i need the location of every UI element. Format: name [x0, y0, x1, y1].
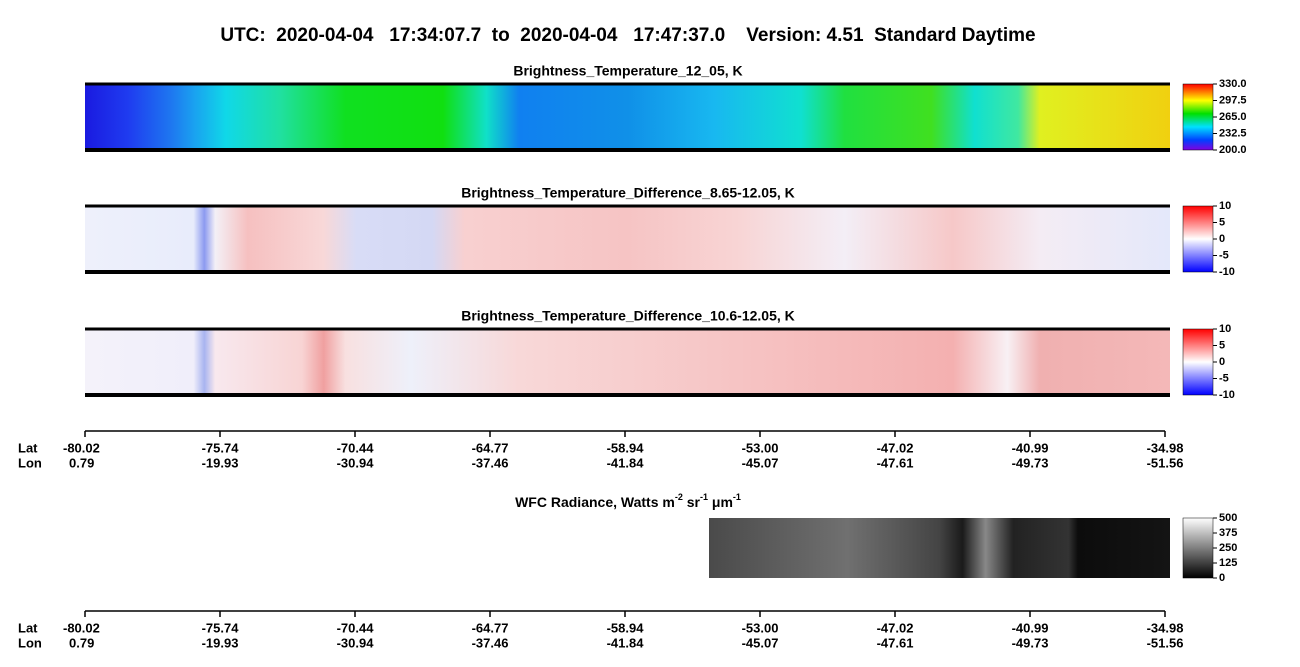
- wfc-title: WFC Radiance, Watts m-2 sr-1 μm-1: [515, 492, 741, 509]
- panel-title: Brightness_Temperature_Difference_10.6-1…: [461, 308, 795, 324]
- lon-tick-label: 0.79: [69, 635, 94, 650]
- lat-tick-label: -34.98: [1147, 620, 1184, 635]
- colorbar-label: 5: [1219, 339, 1225, 351]
- lon-tick-label: -41.84: [607, 455, 645, 470]
- colorbar: [1182, 83, 1214, 151]
- lat-tick-label: -47.02: [877, 620, 914, 635]
- lon-tick-label: -30.94: [337, 635, 375, 650]
- lon-tick-label: -37.46: [472, 455, 509, 470]
- lat-tick-label: -58.94: [607, 620, 645, 635]
- lat-tick-label: -64.77: [472, 440, 509, 455]
- lon-tick-label: -49.73: [1012, 455, 1049, 470]
- colorbar-label: 125: [1219, 557, 1237, 569]
- lon-tick-label: -30.94: [337, 455, 375, 470]
- lon-label: Lon: [18, 455, 42, 470]
- lon-tick-label: -37.46: [472, 635, 509, 650]
- wfc-title-superscript: -2: [675, 492, 683, 502]
- lon-tick-label: -47.61: [877, 635, 914, 650]
- wfc-title-text: μm: [708, 494, 733, 510]
- wfc-image: [709, 518, 1170, 578]
- lon-tick-label: -51.56: [1147, 455, 1184, 470]
- lon-tick-label: -19.93: [202, 635, 239, 650]
- lat-tick-label: -75.74: [202, 620, 240, 635]
- colorbar-label: 10: [1219, 200, 1231, 212]
- lat-label: Lat: [18, 620, 38, 635]
- wfc-title-text: WFC Radiance, Watts m: [515, 494, 675, 510]
- panel-image: [85, 84, 1170, 150]
- lon-tick-label: -49.73: [1012, 635, 1049, 650]
- lon-tick-label: -45.07: [742, 455, 779, 470]
- lat-tick-label: -40.99: [1012, 620, 1049, 635]
- colorbar-label: 0: [1219, 572, 1225, 584]
- figure-title: UTC: 2020-04-04 17:34:07.7 to 2020-04-04…: [220, 25, 1035, 46]
- lat-tick-label: -53.00: [742, 620, 779, 635]
- lat-tick-label: -75.74: [202, 440, 240, 455]
- colorbar-label: 5: [1219, 216, 1225, 228]
- colorbar-label: -10: [1219, 389, 1235, 401]
- lat-tick-label: -70.44: [337, 620, 375, 635]
- colorbar-label: 500: [1219, 512, 1237, 524]
- colorbar-label: 330.0: [1219, 78, 1247, 90]
- lon-tick-label: -51.56: [1147, 635, 1184, 650]
- colorbar-label: -5: [1219, 372, 1229, 384]
- lon-tick-label: 0.79: [69, 455, 94, 470]
- lat-tick-label: -53.00: [742, 440, 779, 455]
- colorbar-label: 200.0: [1219, 144, 1247, 156]
- wfc-title-text: sr: [683, 494, 701, 510]
- lon-tick-label: -45.07: [742, 635, 779, 650]
- lon-tick-label: -41.84: [607, 635, 645, 650]
- colorbar-label: 297.5: [1219, 94, 1247, 106]
- wfc-title-superscript: -1: [700, 492, 708, 502]
- colorbar-label: -10: [1219, 266, 1235, 278]
- colorbar-label: 0: [1219, 233, 1225, 245]
- lat-label: Lat: [18, 440, 38, 455]
- lat-tick-label: -64.77: [472, 620, 509, 635]
- lat-tick-label: -80.02: [63, 440, 100, 455]
- colorbar-label: 0: [1219, 356, 1225, 368]
- lat-tick-label: -58.94: [607, 440, 645, 455]
- lat-tick-label: -34.98: [1147, 440, 1184, 455]
- lat-tick-label: -80.02: [63, 620, 100, 635]
- colorbar-label: 375: [1219, 527, 1237, 539]
- colorbar: [1182, 205, 1214, 273]
- lat-tick-label: -70.44: [337, 440, 375, 455]
- colorbar-label: 10: [1219, 323, 1231, 335]
- colorbar-label: 265.0: [1219, 111, 1247, 123]
- panel-image: [85, 329, 1170, 395]
- panel-title: Brightness_Temperature_Difference_8.65-1…: [461, 185, 795, 201]
- lon-tick-label: -47.61: [877, 455, 914, 470]
- lat-tick-label: -47.02: [877, 440, 914, 455]
- lon-tick-label: -19.93: [202, 455, 239, 470]
- lat-tick-label: -40.99: [1012, 440, 1049, 455]
- wfc-title-superscript: -1: [733, 492, 741, 502]
- lon-label: Lon: [18, 635, 42, 650]
- colorbar: [1182, 328, 1214, 396]
- panel-title: Brightness_Temperature_12_05, K: [513, 63, 742, 79]
- colorbar: [1182, 517, 1214, 579]
- colorbar-label: 232.5: [1219, 127, 1247, 139]
- panel-image: [85, 206, 1170, 272]
- colorbar-label: -5: [1219, 249, 1229, 261]
- colorbar-label: 250: [1219, 542, 1237, 554]
